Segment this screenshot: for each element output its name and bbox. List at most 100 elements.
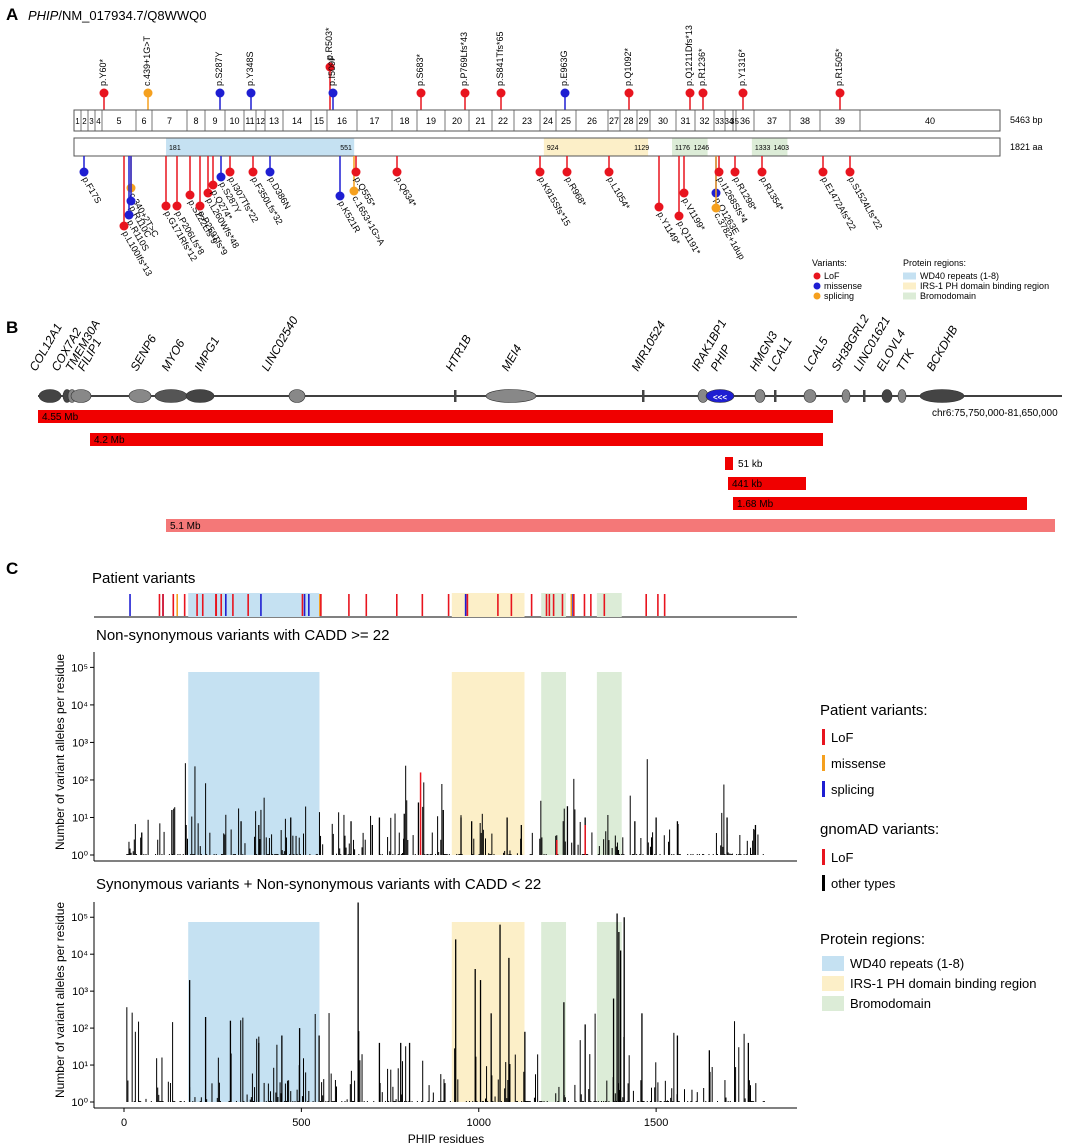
gene-myo6: MYO6 [154, 337, 188, 403]
bromodomain-1 [672, 138, 708, 156]
x-tick-label: 500 [292, 1117, 310, 1129]
variant-lollipop-top: p.R1505* [834, 48, 845, 110]
legend-label: IRS-1 PH domain binding region [920, 281, 1049, 291]
deletion-bar: 4.55 Mb [38, 410, 833, 423]
phip-direction-arrows: <<< [713, 393, 727, 402]
y-tick-label: 10⁰ [71, 1097, 88, 1109]
variant-lollipop-top: p.I509F [327, 55, 338, 110]
legend-swatch [903, 282, 916, 290]
deletion-size: 5.1 Mb [170, 521, 201, 532]
legend-tick [822, 729, 825, 745]
panel-c-label: C [6, 559, 18, 578]
variant-lollipop-bottom: p.L1054* [604, 156, 632, 212]
plot-region [596, 922, 622, 1102]
variant-label: c.439+1G>T [142, 35, 152, 86]
exon-number: 4 [96, 117, 101, 126]
exon-number: 3 [89, 117, 94, 126]
variant-lollipop-top: p.Y60* [98, 58, 109, 110]
exon-number: 38 [800, 116, 810, 126]
y-tick-label: 10⁰ [71, 850, 88, 862]
legend-variants-title: Variants: [812, 258, 847, 268]
variant-bars [126, 759, 764, 855]
deletion-bar: 1.68 Mb [733, 497, 1027, 510]
plot-region [541, 672, 567, 855]
legend-label: LoF [831, 730, 853, 745]
exon-number: 16 [337, 116, 347, 126]
gene-label: LCAL5 [800, 334, 831, 373]
x-tick-label: 1500 [644, 1117, 668, 1129]
region-number: 1129 [634, 145, 649, 152]
legend-label: Bromodomain [850, 996, 931, 1011]
variant-lollipop-top: p.S287Y [214, 51, 225, 110]
exon-number: 18 [399, 116, 409, 126]
panel-b-label: B [6, 318, 18, 337]
track-region [451, 593, 525, 617]
protein-track: 181 551 924 1129 1176 1246 1333 1403 [73, 137, 1001, 157]
gene-linc02540: LINC02540 [258, 314, 306, 403]
region-number: 551 [340, 145, 352, 152]
variant-label: p.R1236* [697, 48, 707, 86]
exon-number: 34 [725, 117, 734, 126]
variant-bars [126, 902, 765, 1102]
deletion-bar: 441 kb [728, 477, 806, 490]
variant-label: p.Y1316* [737, 48, 747, 86]
variant-lollipop-top: p.Q1092* [623, 47, 634, 110]
variant-lollipop-top: p.Q1211Dfs*13 [684, 25, 695, 110]
gene-label: HTR1B [442, 332, 474, 373]
y-tick-label: 10⁵ [71, 662, 88, 674]
gene-label: MYO6 [158, 337, 187, 374]
exon-number: 30 [658, 116, 668, 126]
protein-length-label: 1821 aa [1010, 142, 1043, 152]
irs1-region [543, 138, 649, 156]
deletion-bar: 51 kb [725, 457, 763, 470]
variant-lollipop-bottom: p.R968* [562, 156, 588, 209]
exon-number: 14 [292, 116, 302, 126]
exon-number: 9 [212, 116, 217, 126]
exon-number: 31 [680, 116, 690, 126]
gene-mir10524: MIR10524 [628, 318, 668, 402]
y-axis-label-bottom: Number of variant alleles per residue [53, 902, 67, 1098]
legend-label: WD40 repeats (1-8) [920, 271, 999, 281]
variant-lollipop-top: p.Y1316* [737, 48, 748, 110]
plot-region [188, 672, 320, 855]
transcript-id: NM_017934.7 [62, 8, 144, 23]
variant-lollipop-top: p.R1236* [697, 48, 708, 110]
exon-number: 24 [543, 116, 553, 126]
legend-label: missense [831, 756, 886, 771]
variant-lollipop-top: p.P769Lfs*43 [459, 32, 470, 110]
legend-tick [822, 875, 825, 891]
gene-label: BCKDHB [923, 323, 960, 373]
legend-tick [822, 755, 825, 771]
variant-label: p.Q1211Dfs*13 [684, 25, 694, 86]
legend-patient-title: Patient variants: [820, 702, 928, 719]
y-tick-label: 10¹ [72, 812, 88, 824]
region-number: 1246 [694, 145, 710, 152]
gene-ttk: TTK [893, 346, 917, 403]
region-number: 924 [547, 145, 559, 152]
legend-label: Bromodomain [920, 291, 976, 301]
legend-label: WD40 repeats (1-8) [850, 956, 964, 971]
variant-lollipop-bottom: p.Q634* [392, 156, 419, 209]
gene-lcal5: LCAL5 [800, 334, 831, 403]
gene-name: PHIP [28, 8, 59, 23]
exon-number: 17 [369, 116, 379, 126]
legend-label: splicing [831, 782, 874, 797]
gene-senp6: SENP6 [127, 332, 159, 403]
variant-lollipop-top: p.S683* [415, 53, 426, 110]
variant-label: p.R1505* [834, 48, 844, 86]
variant-label: p.S287Y [214, 51, 224, 86]
exon-number: 39 [835, 116, 845, 126]
legend-swatch [903, 272, 916, 280]
y-tick-label: 10⁵ [71, 912, 88, 924]
exon-number: 7 [167, 116, 172, 126]
patient-variant-track [94, 593, 797, 618]
exon-number: 21 [475, 116, 485, 126]
deletion-size: 4.2 Mb [94, 435, 125, 446]
gene-label: LINC02540 [258, 314, 301, 374]
x-axis-label: PHIP residues [408, 1132, 484, 1146]
transcript-header: PHIP/NM_017934.7/Q8WWQ0 [28, 8, 207, 23]
legend-swatch [903, 292, 916, 300]
exon-number: 26 [587, 116, 597, 126]
legend-label: splicing [824, 291, 854, 301]
